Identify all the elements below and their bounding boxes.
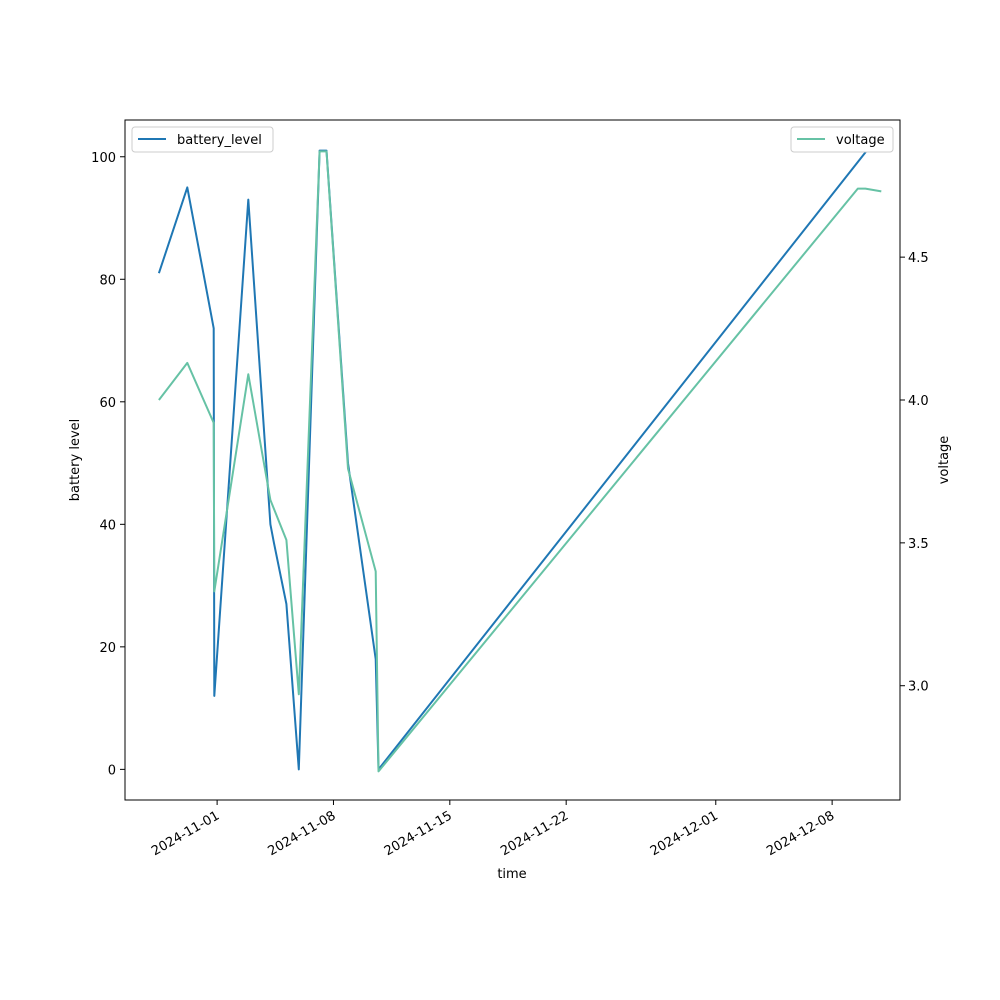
y-left-tick-label: 20 [99,641,116,656]
x-tick-label: 2024-12-01 [648,808,721,859]
series-layer [157,149,882,773]
y-left-tick-label: 0 [108,763,116,778]
series-line-voltage [158,150,882,773]
x-tick-label: 2024-12-08 [764,808,837,859]
y-left-tick-label: 80 [99,273,116,288]
y-axis-right-title: voltage [937,436,952,485]
y-left-tick-label: 100 [91,151,116,166]
legend-right-label: voltage [836,133,885,148]
y-right-tick-label: 3.5 [908,537,929,552]
x-tick-label: 2024-11-01 [149,808,222,859]
y-axis-right: 3.0 3.5 4.0 4.5 [900,251,929,695]
x-tick-label: 2024-11-22 [498,808,571,859]
series-line-battery-level [157,149,882,771]
y-right-tick-label: 4.5 [908,251,929,266]
legend-left: battery_level [131,126,274,153]
y-right-tick-label: 3.0 [908,680,929,695]
plot-frame [124,119,901,801]
x-axis: 2024-11-01 2024-11-08 2024-11-15 2024-11-22… [149,800,837,859]
legend-left-box [131,126,274,153]
x-tick-label: 2024-11-08 [266,808,339,859]
legend-right-box [790,126,894,153]
x-tick-label: 2024-11-15 [382,808,455,859]
y-axis-left: 0 20 40 60 80 100 [91,151,125,778]
legend-left-label: battery_level [177,133,262,148]
y-left-tick-label: 60 [99,396,116,411]
y-axis-left-title: battery level [68,419,83,502]
x-axis-title: time [497,867,526,882]
legend-right: voltage [790,126,894,153]
y-right-tick-label: 4.0 [908,394,929,409]
y-left-tick-label: 40 [99,518,116,533]
